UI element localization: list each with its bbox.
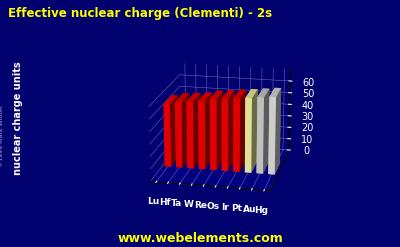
Text: nuclear charge units: nuclear charge units bbox=[13, 62, 23, 175]
Text: Effective nuclear charge (Clementi) - 2s: Effective nuclear charge (Clementi) - 2s bbox=[8, 7, 272, 21]
Text: www.webelements.com: www.webelements.com bbox=[117, 231, 283, 245]
Text: ©1999 Mark Winter: ©1999 Mark Winter bbox=[0, 104, 4, 167]
